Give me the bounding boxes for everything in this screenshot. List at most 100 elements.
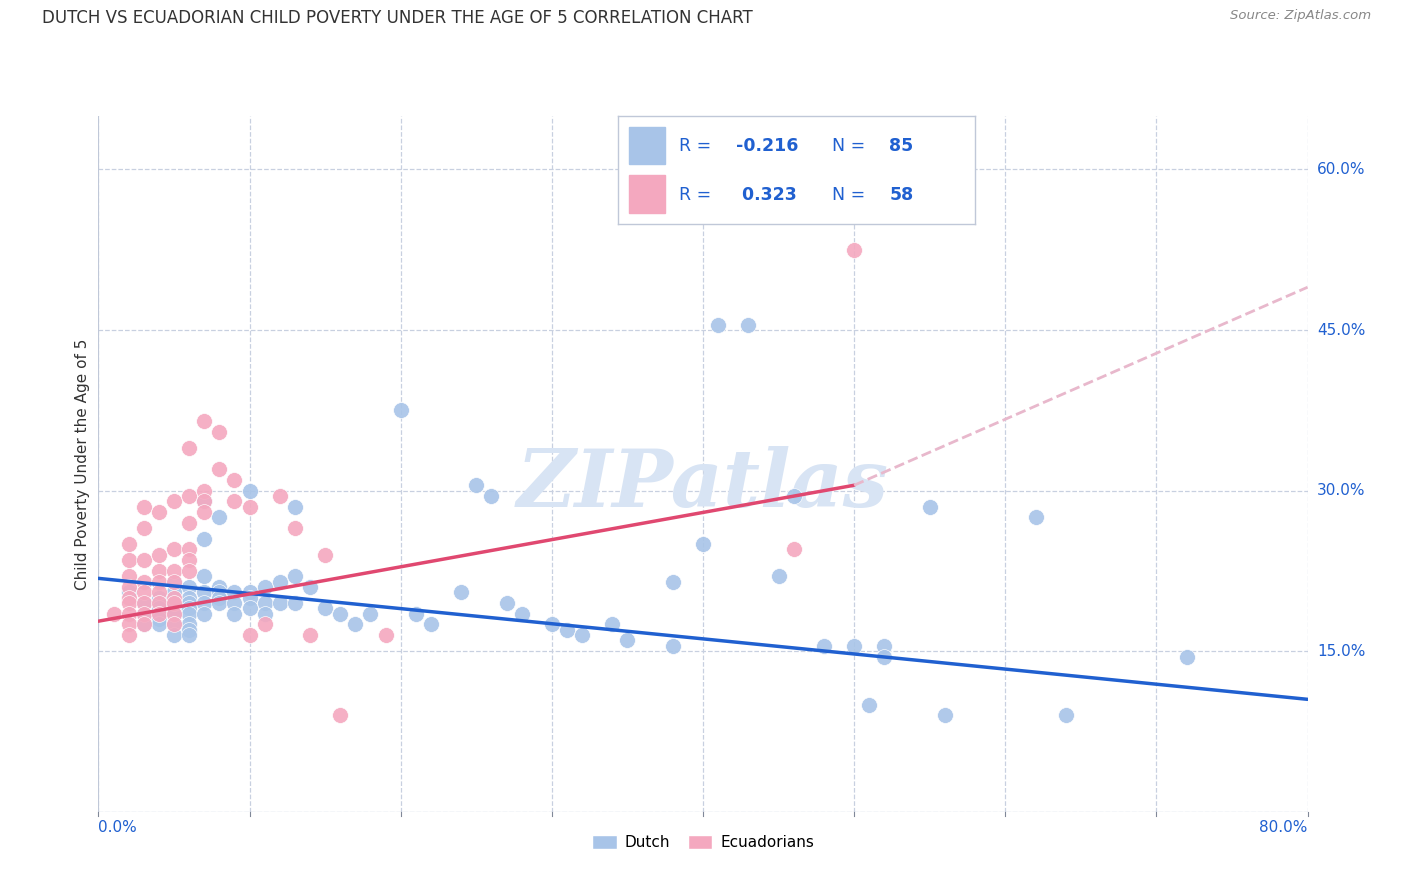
Point — [148, 574, 170, 589]
Point — [148, 564, 170, 578]
Point — [118, 537, 141, 551]
Point — [118, 553, 141, 567]
Point — [177, 489, 201, 503]
Point — [360, 607, 382, 621]
Point — [177, 628, 201, 642]
Point — [224, 596, 246, 610]
Point — [253, 580, 276, 594]
Point — [132, 596, 155, 610]
Point — [163, 494, 186, 508]
Point — [163, 564, 186, 578]
Point — [177, 601, 201, 615]
Point — [208, 510, 231, 524]
Point — [602, 617, 624, 632]
Bar — [628, 127, 665, 164]
Point — [118, 607, 141, 621]
Point — [118, 591, 141, 605]
Point — [253, 617, 276, 632]
Point — [148, 505, 170, 519]
Point — [177, 441, 201, 455]
Point — [177, 607, 201, 621]
Text: DUTCH VS ECUADORIAN CHILD POVERTY UNDER THE AGE OF 5 CORRELATION CHART: DUTCH VS ECUADORIAN CHILD POVERTY UNDER … — [42, 9, 754, 27]
Point — [299, 628, 322, 642]
Point — [193, 494, 215, 508]
Text: 30.0%: 30.0% — [1317, 483, 1365, 498]
Point — [873, 649, 896, 664]
Point — [813, 639, 835, 653]
Point — [193, 585, 215, 599]
Point — [344, 617, 367, 632]
Point — [148, 607, 170, 621]
Point — [163, 607, 186, 621]
Point — [118, 585, 141, 599]
Point — [208, 585, 231, 599]
Point — [132, 500, 155, 514]
Point — [193, 596, 215, 610]
Point — [148, 548, 170, 562]
Point — [132, 617, 155, 632]
Text: 58: 58 — [890, 186, 914, 203]
Text: N =: N = — [832, 137, 872, 155]
Text: Source: ZipAtlas.com: Source: ZipAtlas.com — [1230, 9, 1371, 22]
Point — [208, 462, 231, 476]
Point — [692, 537, 714, 551]
Point — [163, 617, 186, 632]
Point — [163, 607, 186, 621]
Point — [782, 542, 804, 557]
Text: ZIPatlas: ZIPatlas — [517, 446, 889, 524]
Text: 45.0%: 45.0% — [1317, 323, 1365, 337]
Legend: Dutch, Ecuadorians: Dutch, Ecuadorians — [586, 829, 820, 856]
Point — [132, 521, 155, 535]
Y-axis label: Child Poverty Under the Age of 5: Child Poverty Under the Age of 5 — [75, 338, 90, 590]
Point — [1054, 708, 1077, 723]
Point — [374, 628, 396, 642]
Text: R =: R = — [679, 137, 717, 155]
Point — [177, 580, 201, 594]
Point — [193, 607, 215, 621]
Point — [208, 591, 231, 605]
Point — [208, 596, 231, 610]
Point — [661, 639, 683, 653]
Point — [224, 585, 246, 599]
Point — [934, 708, 956, 723]
Point — [148, 585, 170, 599]
Point — [193, 532, 215, 546]
Point — [193, 569, 215, 583]
Point — [314, 548, 336, 562]
Point — [148, 612, 170, 626]
Point — [177, 542, 201, 557]
Point — [844, 243, 866, 257]
Point — [284, 500, 307, 514]
Point — [148, 607, 170, 621]
Point — [540, 617, 562, 632]
Point — [118, 617, 141, 632]
Point — [555, 623, 578, 637]
Point — [193, 414, 215, 428]
Point — [103, 607, 125, 621]
Point — [177, 591, 201, 605]
Point — [253, 607, 276, 621]
Point — [193, 483, 215, 498]
Point — [177, 617, 201, 632]
Point — [918, 500, 941, 514]
Point — [269, 596, 291, 610]
Text: 15.0%: 15.0% — [1317, 644, 1365, 658]
Point — [132, 553, 155, 567]
Point — [450, 585, 472, 599]
Point — [118, 628, 141, 642]
Point — [118, 569, 141, 583]
Point — [118, 596, 141, 610]
Point — [239, 483, 262, 498]
Point — [163, 574, 186, 589]
Point — [616, 633, 638, 648]
Point — [239, 628, 262, 642]
Point — [1024, 510, 1046, 524]
Point — [239, 591, 262, 605]
Point — [132, 607, 155, 621]
Point — [481, 489, 503, 503]
Point — [132, 585, 155, 599]
Point — [419, 617, 441, 632]
Point — [177, 553, 201, 567]
Point — [132, 596, 155, 610]
Point — [737, 318, 759, 332]
